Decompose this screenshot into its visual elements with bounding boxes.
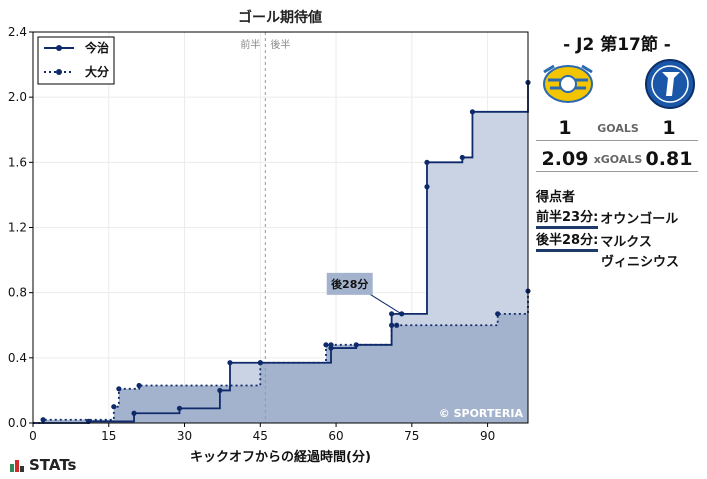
- y-tick-label: 0.0: [8, 416, 27, 430]
- x-tick-label: 90: [480, 429, 495, 443]
- xg-point-away: [328, 342, 334, 348]
- legend-home-marker: [56, 45, 62, 51]
- first-half-label: 前半: [240, 38, 260, 51]
- y-tick-label: 1.2: [8, 221, 27, 235]
- y-tick-label: 1.6: [8, 155, 27, 169]
- x-tick-label: 0: [29, 429, 37, 443]
- away-xg: 0.81: [645, 148, 693, 170]
- xg-point-away: [116, 386, 122, 392]
- xg-point-home: [131, 410, 137, 416]
- x-tick-label: 75: [404, 429, 419, 443]
- xg-points: [40, 79, 531, 424]
- scorer-name: マルクス: [600, 235, 652, 250]
- xg-areas: [33, 82, 528, 424]
- xg-point-away: [323, 342, 329, 348]
- xg-label: xGOALS: [593, 153, 643, 166]
- scorer-time: 前半23分:: [536, 210, 599, 229]
- goal-label: 後28分: [331, 277, 368, 291]
- scorer-name: ヴィニシウス: [601, 255, 680, 270]
- scorer-item: 後半28分: マルクス: [536, 233, 652, 253]
- legend-away-label: 大分: [85, 64, 109, 79]
- legend-box: [37, 36, 115, 85]
- xg-point-away: [394, 322, 400, 328]
- xg-point-away: [111, 404, 117, 410]
- x-tick-label: 30: [177, 429, 192, 443]
- divider: [536, 171, 698, 172]
- xg-chart: ゴール期待値 前半 後半 後28分 © SPORTERIA 0 15 30 45 60 7…: [8, 9, 531, 465]
- xg-point-home: [353, 342, 359, 348]
- xg-point-away: [495, 311, 501, 317]
- match-title: - J2 第17節 -: [563, 35, 671, 55]
- axes: 0 15 30 45 60 75 90 0.0 0.4 0.8 1.2 1.6 2.0 2.4: [8, 25, 495, 443]
- xg-point-away: [389, 322, 395, 328]
- goals-label: GOALS: [597, 122, 639, 135]
- xg-area-away: [33, 291, 528, 423]
- x-tick-label: 15: [101, 429, 116, 443]
- xg-point-home: [469, 109, 476, 115]
- stats-logo-text: STATs: [29, 456, 77, 474]
- goals-row: 1 GOALS 1: [536, 117, 698, 139]
- home-xg: 2.09: [541, 148, 589, 170]
- xg-point-home: [424, 159, 430, 165]
- x-tick-label: 45: [253, 429, 268, 443]
- scorer-item: 前半23分: オウンゴール: [536, 210, 678, 230]
- xg-point-home: [217, 387, 223, 394]
- home-goals: 1: [558, 117, 572, 139]
- xg-point-away: [136, 382, 142, 389]
- xg-point-home: [227, 360, 233, 366]
- x-tick-label: 60: [328, 429, 343, 443]
- scorer-time: 後半28分:: [536, 233, 599, 252]
- chart-title: ゴール期待値: [238, 9, 322, 26]
- away-team-crest: [644, 58, 696, 110]
- xg-point-home: [424, 184, 430, 190]
- xg-point-away: [40, 417, 46, 423]
- xg-point-home: [176, 405, 183, 411]
- y-tick-label: 0.4: [8, 351, 27, 365]
- away-goals: 1: [662, 117, 676, 139]
- y-tick-label: 2.4: [8, 25, 27, 39]
- watermark: © SPORTERIA: [439, 407, 524, 420]
- goal-label-box: [326, 272, 373, 295]
- divider: [536, 140, 698, 141]
- stats-logo-icon: [10, 458, 25, 476]
- x-axis-label: キックオフからの経過時間(分): [190, 449, 371, 465]
- match-panel: - J2 第17節 - 1 GOALS 1 2.09 xGOALS 0.81 得…: [532, 0, 704, 479]
- legend-home-label: 今治: [84, 40, 109, 55]
- xg-row: 2.09 xGOALS 0.81: [536, 148, 698, 170]
- goal-annotation: 後28分: [326, 272, 400, 314]
- stats-logo: STATs: [10, 456, 76, 476]
- xg-point-home: [389, 311, 395, 317]
- xg-point-home: [399, 311, 405, 317]
- goal-leader-line: [367, 292, 400, 314]
- home-team-crest: [542, 58, 594, 110]
- second-half-label: 後半: [270, 38, 290, 51]
- y-tick-label: 2.0: [8, 90, 27, 104]
- y-tick-label: 0.8: [8, 286, 27, 300]
- scorer-name-continued: ヴィニシウス: [599, 253, 679, 273]
- legend-away-marker: [56, 69, 62, 75]
- scorers-title: 得点者: [536, 190, 576, 205]
- scorer-name: オウンゴール: [600, 212, 679, 227]
- xg-point-home: [459, 154, 465, 161]
- xg-point-away: [257, 360, 263, 366]
- legend: 今治 大分: [37, 36, 115, 85]
